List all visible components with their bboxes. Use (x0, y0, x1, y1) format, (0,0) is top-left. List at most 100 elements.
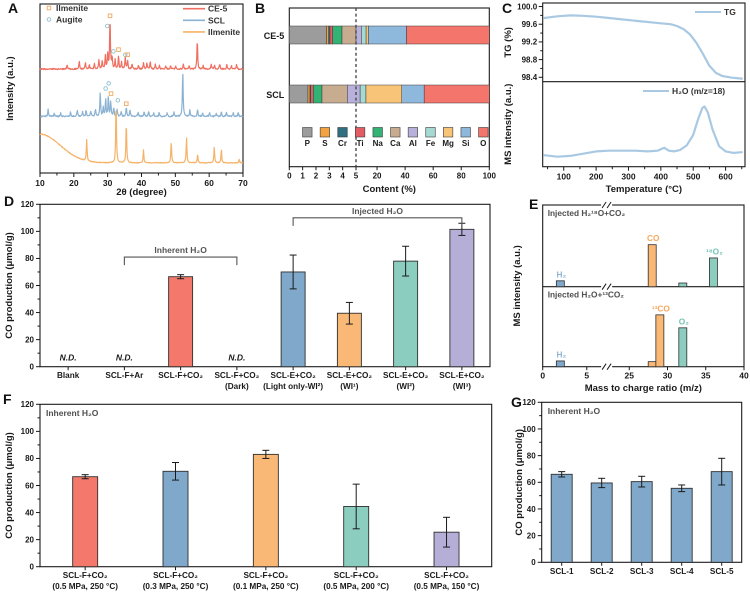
svg-text:Injected H₂¹⁸O+CO₂: Injected H₂¹⁸O+CO₂ (548, 208, 626, 218)
svg-text:100: 100 (21, 227, 35, 236)
svg-text:98.8: 98.8 (522, 55, 538, 64)
svg-text:SCL-E+CO₂: SCL-E+CO₂ (383, 371, 429, 380)
svg-text:MS intensity (a.u.): MS intensity (a.u.) (512, 245, 523, 326)
svg-text:H₂: H₂ (556, 349, 566, 359)
svg-text:S: S (322, 139, 328, 148)
svg-text:Mass to charge ratio (m/z): Mass to charge ratio (m/z) (585, 383, 702, 394)
svg-text:¹³CO: ¹³CO (652, 303, 671, 313)
svg-text:100: 100 (557, 172, 571, 182)
svg-text:P: P (305, 139, 311, 148)
svg-text:Na: Na (373, 139, 384, 148)
svg-text:100: 100 (522, 425, 536, 434)
panel-d-letter: D (4, 193, 15, 209)
svg-text:Inherent H₂O: Inherent H₂O (154, 245, 207, 255)
svg-text:SCL-F+CO₂: SCL-F+CO₂ (424, 571, 469, 580)
svg-text:SCL-E+CO₂: SCL-E+CO₂ (327, 371, 373, 380)
svg-text:10: 10 (35, 178, 45, 188)
svg-text:5: 5 (354, 172, 359, 181)
svg-text:SCL-F+CO₂: SCL-F+CO₂ (158, 371, 203, 380)
svg-text:4: 4 (340, 172, 345, 181)
svg-text:O: O (480, 139, 486, 148)
svg-text:0: 0 (30, 563, 35, 572)
svg-text:80: 80 (527, 451, 536, 460)
svg-text:SCL-E+CO₂: SCL-E+CO₂ (439, 371, 485, 380)
svg-text:CO production (μmol/g): CO production (μmol/g) (4, 232, 15, 339)
svg-text:Intensity (a.u.): Intensity (a.u.) (5, 56, 16, 120)
svg-text:SCL-3: SCL-3 (630, 567, 654, 576)
svg-text:80: 80 (25, 254, 34, 263)
svg-text:80: 80 (25, 454, 34, 463)
svg-text:H₂: H₂ (556, 269, 566, 279)
svg-text:0: 0 (531, 558, 536, 567)
svg-text:120: 120 (21, 400, 35, 409)
svg-text:TG (%): TG (%) (503, 27, 514, 58)
svg-text:1: 1 (300, 172, 305, 181)
svg-text:0: 0 (30, 363, 35, 372)
svg-text:200: 200 (589, 172, 603, 182)
svg-text:CO production (μmol/g): CO production (μmol/g) (514, 429, 525, 536)
svg-text:400: 400 (654, 172, 668, 182)
svg-text:2θ (degree): 2θ (degree) (116, 187, 167, 198)
panel-c-letter: C (502, 0, 513, 16)
svg-text:(0.1 MPa, 250 °C): (0.1 MPa, 250 °C) (233, 582, 299, 591)
svg-text:SCL-5: SCL-5 (710, 567, 734, 576)
panel-a-letter: A (8, 0, 19, 16)
svg-text:(Light only-WI²): (Light only-WI²) (263, 382, 323, 391)
panel-g-letter: G (511, 394, 522, 410)
svg-text:(0.3 MPa, 250 °C): (0.3 MPa, 250 °C) (143, 582, 209, 591)
svg-text:(WI³): (WI³) (453, 382, 471, 391)
svg-text:CE-5: CE-5 (264, 31, 285, 41)
svg-text:SCL-F+CO₂: SCL-F+CO₂ (214, 371, 259, 380)
svg-text:98.4: 98.4 (522, 73, 538, 82)
svg-text:5: 5 (584, 371, 589, 381)
svg-text:20: 20 (25, 335, 34, 344)
svg-text:500: 500 (686, 172, 700, 182)
svg-text:N.D.: N.D. (228, 353, 245, 363)
svg-text:SCL-F+CO₂: SCL-F+CO₂ (63, 571, 108, 580)
svg-text:30: 30 (663, 371, 673, 381)
svg-text:Cr: Cr (338, 139, 347, 148)
svg-text:40: 40 (401, 172, 410, 181)
svg-text:CO: CO (647, 233, 660, 243)
svg-text:20: 20 (69, 178, 79, 188)
svg-text:60: 60 (25, 281, 34, 290)
panel-d-co-production-chart: 0 20 40 60 80 100 120 CO production (μmol/g) Bla… (4, 200, 491, 391)
svg-text:Fe: Fe (426, 139, 436, 148)
svg-text:Injected H₂O: Injected H₂O (352, 206, 403, 216)
svg-text:20: 20 (373, 172, 382, 181)
svg-text:120: 120 (522, 398, 536, 407)
svg-text:40: 40 (739, 371, 749, 381)
svg-text:40: 40 (25, 308, 34, 317)
svg-text:CE-5: CE-5 (208, 4, 228, 14)
svg-text:Mg: Mg (442, 139, 454, 148)
svg-text:70: 70 (238, 178, 248, 188)
svg-text:20: 20 (25, 535, 34, 544)
svg-text:60: 60 (429, 172, 438, 181)
svg-text:SCL-F+CO₂: SCL-F+CO₂ (334, 571, 379, 580)
svg-text:Temperature (°C): Temperature (°C) (606, 184, 682, 195)
panel-c-tg-ms-chart: 100.0 99.6 99.2 98.8 98.4 100 200 300 400 500 600 T… (503, 2, 746, 195)
svg-text:3: 3 (327, 172, 332, 181)
svg-text:40: 40 (25, 508, 34, 517)
panel-e-isotope-ms-chart: H₂ CO ¹⁸O₂ Injected H₂¹⁸O+CO₂ H₂ ¹³CO O₂ Inject… (512, 201, 749, 394)
svg-text:120: 120 (21, 200, 35, 209)
svg-text:60: 60 (25, 481, 34, 490)
svg-text:CO production (μmol/g): CO production (μmol/g) (4, 432, 15, 539)
svg-text:O₂: O₂ (679, 316, 689, 326)
svg-text:¹⁸O₂: ¹⁸O₂ (706, 246, 723, 256)
svg-text:100.0: 100.0 (517, 2, 538, 11)
svg-text:Ilmenite: Ilmenite (56, 3, 88, 13)
svg-text:(0.5 MPa, 150 °C): (0.5 MPa, 150 °C) (414, 582, 480, 591)
svg-text:2: 2 (314, 172, 319, 181)
svg-text:50: 50 (171, 178, 181, 188)
svg-text:SCL-F+Ar: SCL-F+Ar (105, 371, 144, 380)
svg-text:0: 0 (287, 172, 292, 181)
panel-b-letter: B (255, 0, 266, 16)
svg-text:(Dark): (Dark) (225, 382, 249, 391)
panel-g-samples-chart: 0 20 40 60 80 100 120 CO production (μmol/g) SCL… (514, 398, 743, 576)
svg-text:SCL-2: SCL-2 (590, 567, 614, 576)
svg-text:60: 60 (204, 178, 214, 188)
svg-text:SCL-E+CO₂: SCL-E+CO₂ (270, 371, 316, 380)
svg-text:(0.5 MPa, 200 °C): (0.5 MPa, 200 °C) (323, 582, 389, 591)
